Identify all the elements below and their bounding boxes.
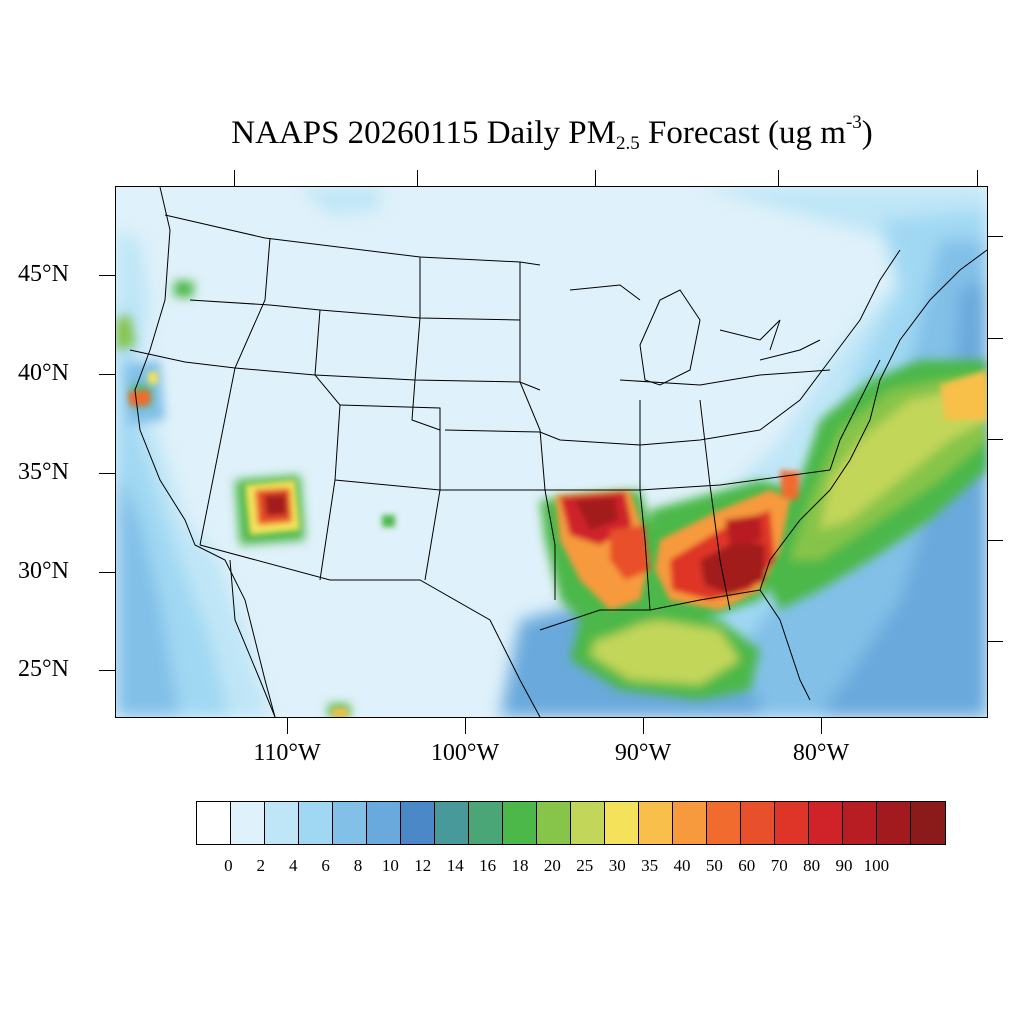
colorbar-swatch bbox=[469, 802, 503, 844]
colorbar-label: 10 bbox=[381, 856, 399, 875]
lat-label-25n: 25°N bbox=[18, 656, 69, 682]
colorbar-swatch bbox=[639, 802, 673, 844]
colorbar-swatch bbox=[911, 802, 945, 844]
right-tick bbox=[987, 439, 1003, 440]
colorbar-swatch bbox=[299, 802, 333, 844]
left-tick bbox=[99, 670, 116, 671]
colorbar-label: 18 bbox=[511, 856, 529, 875]
left-tick bbox=[99, 473, 116, 474]
colorbar bbox=[196, 801, 946, 845]
top-tick bbox=[778, 170, 779, 187]
colorbar-label: 14 bbox=[446, 856, 464, 875]
colorbar-label: 25 bbox=[576, 856, 594, 875]
colorbar-swatch bbox=[877, 802, 911, 844]
colorbar-label: 60 bbox=[738, 856, 756, 875]
colorbar-swatch bbox=[367, 802, 401, 844]
left-tick bbox=[99, 572, 116, 573]
colorbar-label: 4 bbox=[288, 856, 298, 875]
colorbar-label: 0 bbox=[224, 856, 233, 875]
bottom-tick bbox=[821, 717, 822, 734]
colorbar-label: 20 bbox=[543, 856, 561, 875]
lat-label-35n: 35°N bbox=[18, 459, 69, 485]
colorbar-labels: 0 2 4 6 8 10 12 14 16 18 20 25 30 35 40 50 60 70 80 90 100 bbox=[196, 856, 908, 878]
colorbar-swatch bbox=[435, 802, 469, 844]
colorbar-swatch bbox=[809, 802, 843, 844]
colorbar-swatch bbox=[401, 802, 435, 844]
colorbar-label: 8 bbox=[353, 856, 363, 875]
right-tick bbox=[987, 338, 1003, 339]
colorbar-label: 12 bbox=[414, 856, 432, 875]
colorbar-swatch bbox=[503, 802, 537, 844]
colorbar-swatch bbox=[265, 802, 299, 844]
colorbar-label: 90 bbox=[835, 856, 853, 875]
lon-label-110w: 110°W bbox=[253, 740, 321, 766]
lat-label-40n: 40°N bbox=[18, 360, 69, 386]
lat-label-30n: 30°N bbox=[18, 558, 69, 584]
colorbar-label: 16 bbox=[479, 856, 497, 875]
pm25-map bbox=[116, 187, 987, 717]
colorbar-swatch bbox=[197, 802, 231, 844]
top-tick bbox=[234, 170, 235, 187]
title-superscript: -3 bbox=[845, 112, 862, 133]
left-tick bbox=[99, 275, 116, 276]
right-tick bbox=[987, 641, 1003, 642]
colorbar-swatch bbox=[537, 802, 571, 844]
colorbar-swatch bbox=[707, 802, 741, 844]
right-tick bbox=[987, 236, 1003, 237]
lon-label-90w: 90°W bbox=[614, 740, 672, 766]
high-concentration-cores bbox=[128, 370, 987, 717]
colorbar-label: 30 bbox=[608, 856, 626, 875]
colorbar-swatch bbox=[333, 802, 367, 844]
title-main: NAAPS 20260115 Daily PM bbox=[231, 115, 616, 151]
lon-label-100w: 100°W bbox=[430, 740, 500, 766]
bottom-tick bbox=[643, 717, 644, 734]
colorbar-swatch bbox=[605, 802, 639, 844]
map-canvas bbox=[116, 187, 987, 717]
colorbar-label: 50 bbox=[705, 856, 723, 875]
colorbar-swatch bbox=[673, 802, 707, 844]
colorbar-label: 35 bbox=[641, 856, 659, 875]
colorbar-label: 100 bbox=[863, 856, 890, 875]
colorbar-swatch bbox=[231, 802, 265, 844]
colorbar-label: 6 bbox=[321, 856, 330, 875]
title-end: ) bbox=[861, 115, 873, 151]
colorbar-swatch bbox=[571, 802, 605, 844]
title-subscript: 2.5 bbox=[615, 133, 640, 154]
bottom-tick bbox=[465, 717, 466, 734]
map-title: NAAPS 20260115 Daily PM2.5 Forecast (ug … bbox=[0, 112, 1024, 155]
colorbar-label: 70 bbox=[770, 856, 788, 875]
colorbar-label: 40 bbox=[673, 856, 691, 875]
right-tick bbox=[987, 540, 1003, 541]
top-tick bbox=[595, 170, 596, 187]
colorbar-swatch bbox=[843, 802, 877, 844]
colorbar-label: 2 bbox=[256, 856, 266, 875]
lon-label-80w: 80°W bbox=[792, 740, 850, 766]
state-boundaries bbox=[129, 187, 987, 717]
bottom-tick bbox=[287, 717, 288, 734]
top-tick bbox=[977, 170, 978, 187]
colorbar-label: 80 bbox=[803, 856, 821, 875]
left-tick bbox=[99, 374, 116, 375]
colorbar-swatch bbox=[741, 802, 775, 844]
top-tick bbox=[417, 170, 418, 187]
colorbar-swatch bbox=[775, 802, 809, 844]
title-rest: Forecast (ug m bbox=[639, 115, 846, 151]
lat-label-45n: 45°N bbox=[18, 261, 69, 287]
